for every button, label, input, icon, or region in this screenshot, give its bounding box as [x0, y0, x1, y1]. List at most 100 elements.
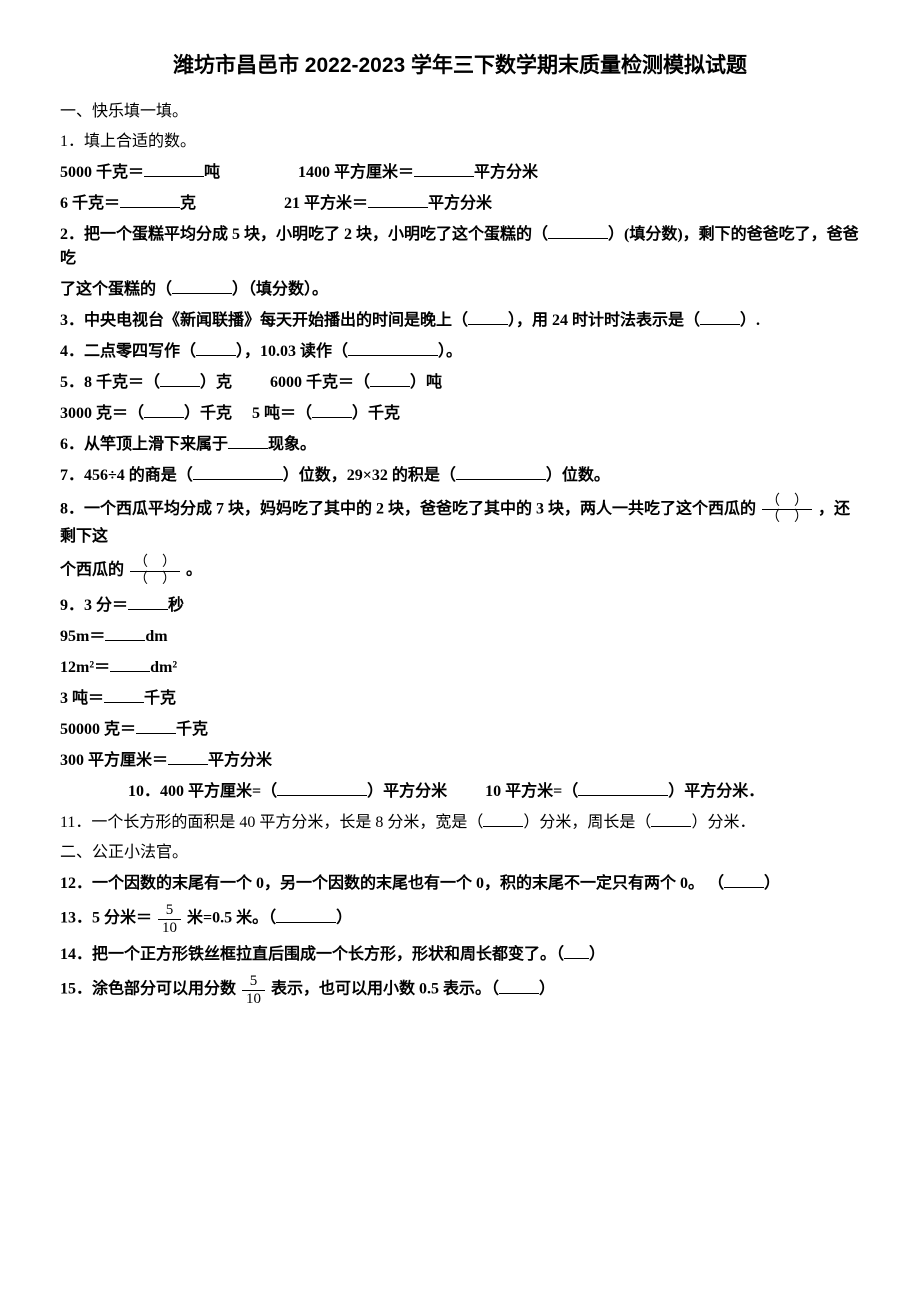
q15-mid: 表示，也可以用小数 0.5 表示。（ [271, 981, 499, 998]
fraction-blank: （ ） （ ） [130, 555, 180, 587]
q10-a-post: ）平方分米 [367, 783, 447, 800]
q5-line2: 3000 克＝（ ）千克 5 吨＝（ ）千克 [60, 401, 860, 426]
q5-a-post: ）克 [200, 374, 232, 391]
q8-l2-pre: 个西瓜的 [60, 562, 124, 579]
q9-l4: 3 吨＝ 千克 [60, 686, 860, 711]
q7: 7．456÷4 的商是（ ）位数，29×32 的积是（ ）位数。 [60, 463, 860, 488]
q9-l2-pre: 95m＝ [60, 628, 105, 645]
q5-b-post: ）吨 [410, 374, 442, 391]
q1-l2-b-pre: 21 平方米＝ [284, 195, 368, 212]
q13-mid: 米=0.5 米。（ [187, 910, 276, 927]
blank [193, 463, 283, 480]
q6-pre: 6．从竿顶上滑下来属于 [60, 436, 228, 453]
q3-pre: 3．中央电视台《新闻联播》每天开始播出的时间是晚上（ [60, 312, 468, 329]
q11-post: ）分米． [691, 814, 755, 831]
blank [144, 401, 184, 418]
blank [578, 779, 668, 796]
frac-num: 5 [158, 902, 181, 920]
q15-post: ） [539, 981, 555, 998]
q12-post: ） [764, 875, 780, 892]
fraction-5-10: 5 10 [158, 902, 181, 936]
frac-num: 5 [242, 973, 265, 991]
q6: 6．从竿顶上滑下来属于 现象。 [60, 432, 860, 457]
q1-l2-b-post: 平方分米 [428, 195, 492, 212]
frac-den: 10 [242, 991, 265, 1008]
blank [564, 942, 589, 959]
q11: 11．一个长方形的面积是 40 平方分米，长是 8 分米，宽是（）分米，周长是（… [60, 810, 860, 835]
blank [276, 906, 336, 923]
q1-line2: 6 千克＝ 克 21 平方米＝ 平方分米 [60, 191, 860, 216]
q9-l3-pre: 12m²＝ [60, 659, 110, 676]
blank [128, 593, 168, 610]
q7-pre: 7．456÷4 的商是（ [60, 467, 193, 484]
blank [724, 871, 764, 888]
q9-l1-pre: 9．3 分＝ [60, 597, 128, 614]
blank [196, 339, 236, 356]
q1-l2-a-pre: 6 千克＝ [60, 195, 120, 212]
q9-l3-post: dm² [150, 659, 177, 676]
frac-num: （ ） [762, 494, 812, 510]
blank [499, 977, 539, 994]
q1-l2-a-post: 克 [180, 195, 196, 212]
q14: 14．把一个正方形铁丝框拉直后围成一个长方形，形状和周长都变了。（ ） [60, 942, 860, 967]
q3-post: ）. [740, 312, 760, 329]
q2-l2-post: ）（填分数）。 [232, 281, 328, 298]
q9-l2-post: dm [145, 628, 167, 645]
q9-l5: 50000 克＝ 千克 [60, 717, 860, 742]
q9-l6-pre: 300 平方厘米＝ [60, 752, 168, 769]
blank [468, 308, 508, 325]
q9-l4-post: 千克 [144, 690, 176, 707]
blank [370, 370, 410, 387]
q13-pre: 13．5 分米＝ [60, 910, 152, 927]
q5-l2-b-post: ）千克 [352, 405, 400, 422]
q9-l6-post: 平方分米 [208, 752, 272, 769]
q5-l2-a-pre: 3000 克＝（ [60, 405, 144, 422]
q1-l1-b-pre: 1400 平方厘米＝ [298, 164, 414, 181]
q9-l3: 12m²＝ dm² [60, 655, 860, 680]
q10-b-pre: 10 平方米=（ [485, 783, 578, 800]
q9-l2: 95m＝ dm [60, 624, 860, 649]
q12-pre: 12．一个因数的末尾有一个 0，另一个因数的末尾也有一个 0，积的末尾不一定只有… [60, 875, 724, 892]
q1-line1: 5000 千克＝ 吨 1400 平方厘米＝ 平方分米 [60, 160, 860, 185]
q1-l1-b-post: 平方分米 [474, 164, 538, 181]
frac-den: （ ） [130, 572, 180, 587]
blank [456, 463, 546, 480]
q2-pre: 2．把一个蛋糕平均分成 5 块，小明吃了 2 块，小明吃了这个蛋糕的（ [60, 226, 548, 243]
q14-pre: 14．把一个正方形铁丝框拉直后围成一个长方形，形状和周长都变了。（ [60, 946, 564, 963]
q5-a-pre: 5．8 千克＝（ [60, 374, 160, 391]
q15: 15．涂色部分可以用分数 5 10 表示，也可以用小数 0.5 表示。（） [60, 973, 860, 1007]
q4: 4．二点零四写作（），10.03 读作（）。 [60, 339, 860, 364]
blank [700, 308, 740, 325]
q1-l1-a-pre: 5000 千克＝ [60, 164, 144, 181]
section-2-heading: 二、公正小法官。 [60, 841, 860, 865]
q10: 10．400 平方厘米=（）平方分米 10 平方米=（）平方分米． [60, 779, 860, 804]
blank [144, 160, 204, 177]
q11-mid: ）分米，周长是（ [523, 814, 651, 831]
q14-post: ） [589, 946, 605, 963]
q2-line1: 2．把一个蛋糕平均分成 5 块，小明吃了 2 块，小明吃了这个蛋糕的（）(填分数… [60, 222, 860, 271]
q6-post: 现象。 [268, 436, 316, 453]
q7-post: ）位数。 [546, 467, 610, 484]
frac-den: 10 [158, 920, 181, 937]
q8-l2-post: 。 [186, 562, 202, 579]
q9-l5-post: 千克 [176, 721, 208, 738]
q3: 3．中央电视台《新闻联播》每天开始播出的时间是晚上（），用 24 时计时法表示是… [60, 308, 860, 333]
q8-line1: 8．一个西瓜平均分成 7 块，妈妈吃了其中的 2 块，爸爸吃了其中的 3 块，两… [60, 494, 860, 550]
blank [168, 748, 208, 765]
q5-line1: 5．8 千克＝（ ）克 6000 千克＝（ ）吨 [60, 370, 860, 395]
q9-l4-pre: 3 吨＝ [60, 690, 104, 707]
q7-mid: ）位数，29×32 的积是（ [283, 467, 456, 484]
q9-l5-pre: 50000 克＝ [60, 721, 136, 738]
blank [136, 717, 176, 734]
q5-l2-a-post: ）千克 [184, 405, 232, 422]
q5-l2-b-pre: 5 吨＝（ [252, 405, 312, 422]
blank [228, 432, 268, 449]
q9-l6: 300 平方厘米＝ 平方分米 [60, 748, 860, 773]
frac-num: （ ） [130, 555, 180, 571]
blank [368, 191, 428, 208]
q5-b-pre: 6000 千克＝（ [270, 374, 370, 391]
blank [160, 370, 200, 387]
frac-den: （ ） [762, 510, 812, 525]
q1-l1-a-post: 吨 [204, 164, 220, 181]
q1-prompt: 1．填上合适的数。 [60, 130, 860, 154]
